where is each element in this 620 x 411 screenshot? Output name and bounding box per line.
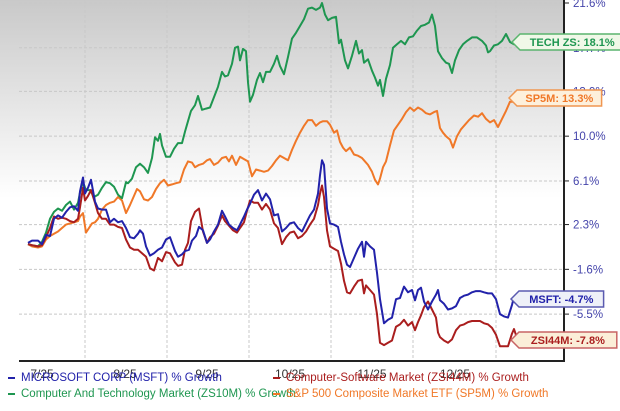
x-tick-label: 10/25 [275, 367, 305, 381]
y-tick-label: -1.6% [573, 264, 603, 276]
legend-label-sp5m: S&P 500 Composite Market ETF (SP5M) % Gr… [286, 388, 549, 400]
gridlines [19, 0, 563, 361]
end-label-box [510, 33, 620, 51]
x-tick-label: 12/25 [440, 367, 470, 381]
series-line-zsi44m [27, 184, 521, 348]
legend-swatch-zs10m [8, 393, 15, 395]
end-label-text: MSFT: -4.7% [529, 294, 593, 306]
x-tick-label: 8/25 [113, 367, 137, 381]
legend-swatch-sp5m [273, 393, 280, 395]
x-tick-label: 7/25 [30, 367, 54, 381]
end-label-box [507, 89, 603, 107]
series-line-sp5m [27, 95, 521, 249]
legend-item-sp5m[interactable]: S&P 500 Composite Market ETF (SP5M) % Gr… [273, 388, 548, 400]
x-tick-label: 9/25 [195, 367, 219, 381]
end-value-labels: MSFT: -4.7% ZSI44M: -7.8% TECH ZS: 18.1% SP… [507, 33, 620, 349]
end-label-text: SP5M: 13.3% [525, 93, 593, 105]
legend-item-msft[interactable]: MICROSOFT CORP (MSFT) % Growth [8, 372, 222, 384]
legend-swatch-zsi44m [273, 377, 280, 379]
y-tick-label: 10.0% [573, 131, 606, 143]
y-tick-label: -5.5% [573, 309, 603, 321]
end-label-box [509, 290, 605, 308]
x-tick-label: 11/25 [357, 367, 386, 381]
series-lines [27, 2, 521, 348]
series-line-tech-zs [27, 2, 521, 248]
end-label-text: ZSI44M: -7.8% [531, 335, 605, 347]
legend-label-msft: MICROSOFT CORP (MSFT) % Growth [21, 372, 222, 384]
x-axis-ticks: 7/25 8/25 9/25 10/25 11/25 12/25 [30, 367, 470, 381]
legend-swatch-msft [8, 377, 15, 379]
y-tick-label: 6.1% [573, 176, 599, 188]
y-tick-label: 21.6% [573, 0, 606, 10]
legend-item-zs10m[interactable]: Computer And Technology Market (ZS10M) %… [8, 388, 296, 400]
legend: MICROSOFT CORP (MSFT) % Growth Computer-… [0, 372, 620, 411]
legend-label-zsi44m: Computer-Software Market (ZSI44M) % Grow… [286, 372, 529, 384]
end-label-text: TECH ZS: 18.1% [530, 37, 615, 49]
legend-label-zs10m: Computer And Technology Market (ZS10M) %… [21, 388, 296, 400]
series-line-msft [27, 159, 521, 325]
legend-item-zsi44m[interactable]: Computer-Software Market (ZSI44M) % Grow… [273, 372, 529, 384]
end-label-box [509, 331, 618, 349]
y-tick-label: 2.3% [573, 220, 599, 232]
